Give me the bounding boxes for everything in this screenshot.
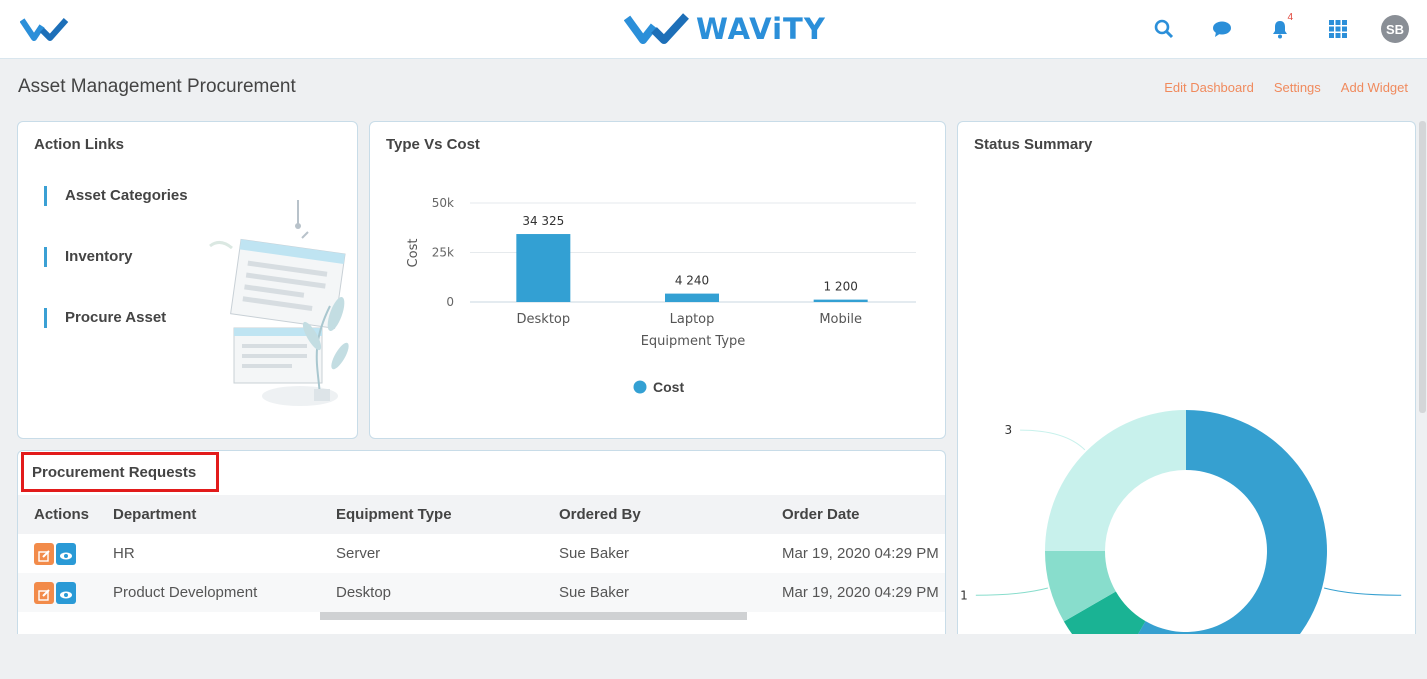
- donut-chart: 7 1 3: [960, 410, 1415, 643]
- bar-laptop[interactable]: [665, 293, 719, 302]
- cell-equipment-type: Desktop: [336, 584, 392, 601]
- search-icon[interactable]: [1149, 14, 1179, 44]
- donut-slice[interactable]: [1045, 410, 1186, 551]
- x-tick-label: Laptop: [670, 312, 715, 327]
- action-link-procure-asset[interactable]: Procure Asset: [44, 308, 166, 328]
- widget-title: Type Vs Cost: [386, 136, 480, 153]
- table-row[interactable]: Product Development Desktop Sue Baker Ma…: [18, 573, 945, 612]
- column-header-ordered-by[interactable]: Ordered By: [559, 506, 641, 523]
- column-header-department[interactable]: Department: [113, 506, 197, 523]
- cell-ordered-by: Sue Baker: [559, 545, 630, 562]
- widget-title: Status Summary: [974, 136, 1093, 153]
- leader-line: [975, 587, 1049, 596]
- add-widget-link[interactable]: Add Widget: [1340, 80, 1408, 95]
- vertical-scrollbar[interactable]: [1419, 121, 1426, 413]
- edit-dashboard-link[interactable]: Edit Dashboard: [1164, 80, 1254, 95]
- column-header-actions[interactable]: Actions: [34, 506, 90, 523]
- edit-icon[interactable]: [34, 582, 54, 605]
- slice-label: 1: [960, 588, 968, 602]
- highlight-box: [21, 452, 219, 492]
- notification-count: 4: [1287, 12, 1293, 23]
- x-axis-label: Equipment Type: [641, 334, 746, 349]
- y-tick-label: 25k: [432, 246, 454, 260]
- table-row[interactable]: HR Server Sue Baker Mar 19, 2020 04:29 P…: [18, 534, 945, 573]
- cell-equipment-type: Server: [336, 545, 381, 562]
- action-link-inventory[interactable]: Inventory: [44, 247, 133, 267]
- y-axis-label: Cost: [406, 239, 421, 268]
- legend-marker[interactable]: [633, 380, 647, 394]
- brand-name: WAViTY: [696, 12, 826, 46]
- slice-label: 7: [1414, 588, 1415, 602]
- type-vs-cost-widget: Type Vs Cost 0 25k 50k Cost 34 325 Desktop 4 2…: [369, 121, 946, 439]
- apps-grid-icon[interactable]: [1323, 14, 1353, 44]
- avatar[interactable]: SB: [1381, 15, 1409, 43]
- widget-title: Procurement Requests: [32, 464, 197, 481]
- donut-slice[interactable]: [1045, 551, 1116, 622]
- horizontal-scrollbar[interactable]: [320, 612, 747, 620]
- column-header-equipment-type[interactable]: Equipment Type: [336, 506, 452, 523]
- leader-line: [1323, 587, 1402, 596]
- edit-icon[interactable]: [34, 543, 54, 566]
- status-summary-widget: Status Summary 7 1 3: [957, 121, 1416, 643]
- donut-slice[interactable]: [1116, 410, 1328, 642]
- bar-mobile[interactable]: [813, 299, 868, 302]
- page-actions: Edit Dashboard Settings Add Widget: [1164, 80, 1408, 95]
- cell-order-date: Mar 19, 2020 04:29 PM: [782, 584, 938, 601]
- row-actions: [34, 534, 114, 573]
- top-bar: WAViTY 4 SB: [0, 0, 1427, 59]
- data-label: 34 325: [522, 214, 564, 228]
- view-icon[interactable]: [56, 543, 76, 566]
- chat-icon[interactable]: [1207, 14, 1237, 44]
- page-title: Asset Management Procurement: [18, 76, 296, 97]
- data-label: 4 240: [675, 274, 709, 288]
- page-bottom: [0, 634, 1427, 679]
- cell-department: HR: [113, 545, 135, 562]
- column-header-order-date[interactable]: Order Date: [782, 506, 860, 523]
- action-link-asset-categories[interactable]: Asset Categories: [44, 186, 188, 206]
- slice-label: 3: [1004, 423, 1012, 437]
- donut-slice[interactable]: [1063, 591, 1146, 643]
- x-tick-label: Mobile: [819, 312, 862, 327]
- x-tick-label: Desktop: [517, 312, 571, 327]
- cell-order-date: Mar 19, 2020 04:29 PM: [782, 545, 938, 562]
- y-tick-label: 0: [446, 295, 454, 309]
- view-icon[interactable]: [56, 582, 76, 605]
- bar-desktop[interactable]: [516, 234, 571, 302]
- y-tick-label: 50k: [432, 196, 454, 210]
- widget-title: Action Links: [34, 136, 125, 153]
- table-header: Actions Department Equipment Type Ordere…: [18, 495, 945, 534]
- procurement-requests-widget: Procurement Requests Actions Department …: [17, 450, 946, 641]
- cell-department: Product Development: [113, 584, 258, 601]
- bell-icon[interactable]: 4: [1265, 12, 1295, 44]
- brand-mark-icon: [624, 13, 689, 44]
- logo-icon[interactable]: [19, 16, 76, 47]
- settings-link[interactable]: Settings: [1273, 80, 1321, 95]
- header-toolbar: 4 SB: [1121, 12, 1409, 44]
- legend-label[interactable]: Cost: [653, 379, 684, 395]
- data-label: 1 200: [823, 280, 857, 294]
- brand-logo: WAViTY: [624, 12, 826, 46]
- leader-line: [1020, 429, 1086, 451]
- row-actions: [34, 573, 114, 612]
- cell-ordered-by: Sue Baker: [559, 584, 630, 601]
- action-links-widget: Action Links Asset Categories Inventory …: [17, 121, 358, 439]
- documents-illustration-icon: [209, 200, 349, 406]
- bar-chart: 0 25k 50k Cost 34 325 Desktop 4 240 Laptop 1 200…: [406, 196, 916, 395]
